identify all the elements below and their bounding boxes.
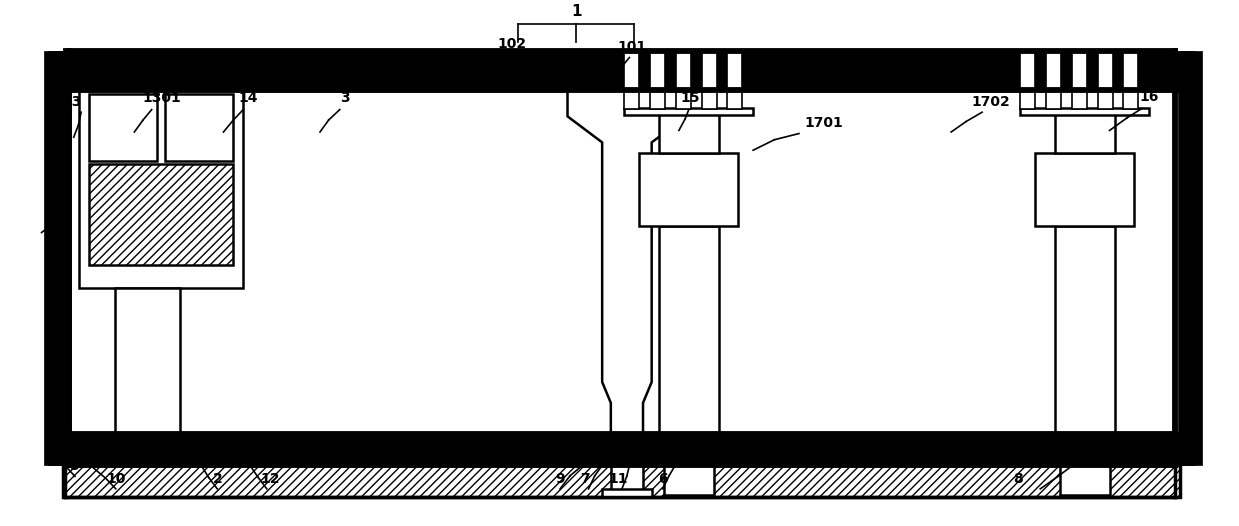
Bar [74, 90, 1177, 434]
Bar [88, 164, 233, 265]
Text: 101: 101 [617, 40, 647, 54]
Bar [45, 51, 71, 466]
Bar [1021, 50, 1036, 108]
Bar [1177, 51, 1202, 466]
Bar [727, 50, 742, 108]
Bar [1036, 153, 1135, 226]
Text: 102: 102 [497, 37, 527, 51]
Bar [659, 108, 719, 153]
Bar [165, 95, 233, 161]
Text: 3: 3 [339, 92, 349, 105]
Text: 14: 14 [238, 92, 258, 105]
Bar [1061, 463, 1110, 494]
Polygon shape [567, 90, 686, 434]
Bar [63, 466, 1180, 497]
Text: 13: 13 [63, 95, 82, 108]
Text: 1701: 1701 [804, 116, 843, 130]
Bar [1072, 50, 1087, 108]
Text: 1: 1 [571, 4, 581, 19]
Text: 11: 11 [608, 472, 628, 485]
Bar [701, 50, 716, 108]
Bar [624, 107, 753, 115]
Text: 1: 1 [46, 200, 55, 214]
Text: 5: 5 [71, 459, 79, 473]
Bar [1046, 50, 1061, 108]
Text: 1301: 1301 [142, 92, 181, 105]
Text: 16: 16 [1140, 90, 1158, 104]
Text: 1702: 1702 [971, 95, 1010, 108]
Bar [78, 90, 243, 288]
Bar [1124, 50, 1139, 108]
Bar [611, 465, 643, 494]
Text: 2: 2 [212, 472, 222, 485]
Bar [48, 434, 1194, 466]
Bar [1056, 226, 1115, 434]
Text: 12: 12 [260, 472, 280, 485]
Bar [624, 50, 639, 108]
Text: 8: 8 [1014, 472, 1023, 485]
Bar [659, 226, 719, 434]
Text: 10: 10 [107, 472, 125, 485]
Text: 7: 7 [580, 472, 590, 485]
Bar [1021, 107, 1150, 115]
Bar [48, 51, 1194, 90]
Text: 9: 9 [555, 472, 565, 485]
Bar [1098, 50, 1113, 108]
Bar [602, 489, 652, 497]
Bar [650, 50, 665, 108]
Bar [1056, 108, 1115, 153]
Text: 6: 6 [658, 472, 668, 485]
Bar [639, 153, 738, 226]
Bar [88, 95, 157, 161]
Bar [676, 50, 691, 108]
Text: 15: 15 [680, 92, 700, 105]
Bar [114, 288, 180, 434]
Bar [664, 463, 714, 494]
